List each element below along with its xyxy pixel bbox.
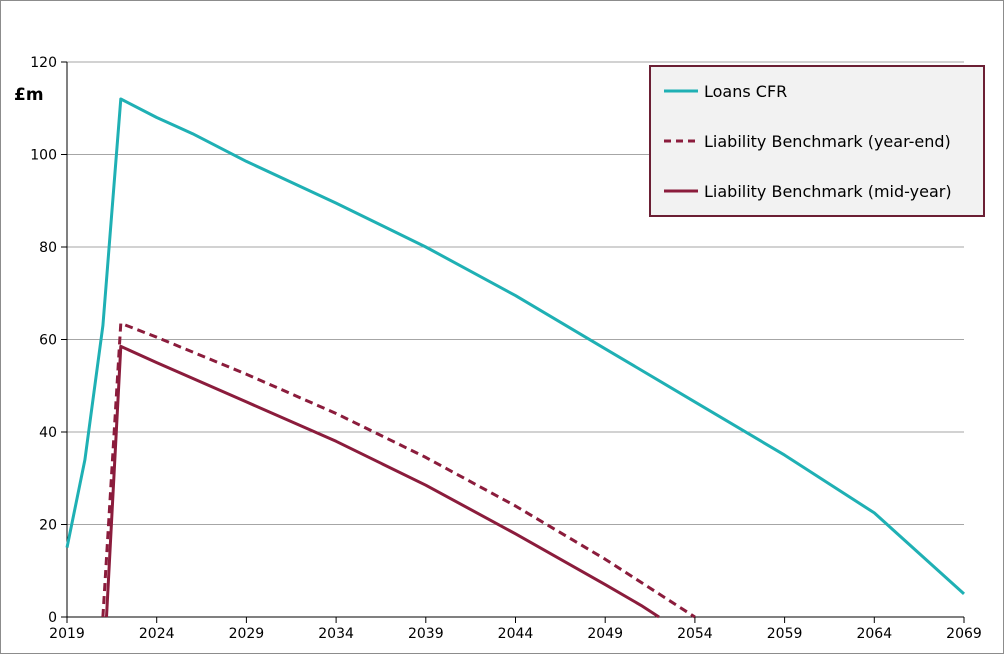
x-tick-label-2059: 2059 <box>767 626 803 642</box>
y-tick-label-80: 80 <box>39 240 57 256</box>
y-tick-labels: 0 20 40 60 80 100 120 <box>30 55 57 626</box>
x-tick-label-2029: 2029 <box>229 626 265 642</box>
x-tick-label-2034: 2034 <box>318 626 354 642</box>
x-tick-label-2064: 2064 <box>856 626 892 642</box>
x-tick-label-2039: 2039 <box>408 626 444 642</box>
y-tick-label-0: 0 <box>48 610 57 626</box>
gridlines <box>67 61 964 525</box>
x-tick-label-2069: 2069 <box>946 626 982 642</box>
legend-label-loans-cfr: Loans CFR <box>704 82 787 101</box>
series-line-1 <box>101 321 696 619</box>
x-tick-labels: 2019 2024 2029 2034 2039 2044 2049 2054 2059 2064… <box>49 626 982 642</box>
y-tick-label-100: 100 <box>30 148 57 164</box>
x-tick-label-2044: 2044 <box>498 626 534 642</box>
y-tick-label-120: 120 <box>30 55 57 71</box>
series-line-0 <box>65 97 966 596</box>
x-tick-label-2054: 2054 <box>677 626 713 642</box>
y-tick-label-60: 60 <box>39 333 57 349</box>
legend-label-lb-mid-year: Liability Benchmark (mid-year) <box>704 182 952 201</box>
y-tick-label-40: 40 <box>39 425 57 441</box>
legend-label-lb-year-end: Liability Benchmark (year-end) <box>704 132 951 151</box>
series-line-2 <box>105 344 660 619</box>
x-tick-label-2019: 2019 <box>49 626 85 642</box>
y-axis-unit-label: £m <box>14 85 44 105</box>
y-tick-label-20: 20 <box>39 518 57 534</box>
x-tick-label-2024: 2024 <box>139 626 175 642</box>
legend: Loans CFR Liability Benchmark (year-end)… <box>649 65 985 217</box>
axes <box>61 61 965 623</box>
x-tick-label-2049: 2049 <box>587 626 623 642</box>
series-lines <box>65 97 966 619</box>
legend-box <box>649 65 985 217</box>
